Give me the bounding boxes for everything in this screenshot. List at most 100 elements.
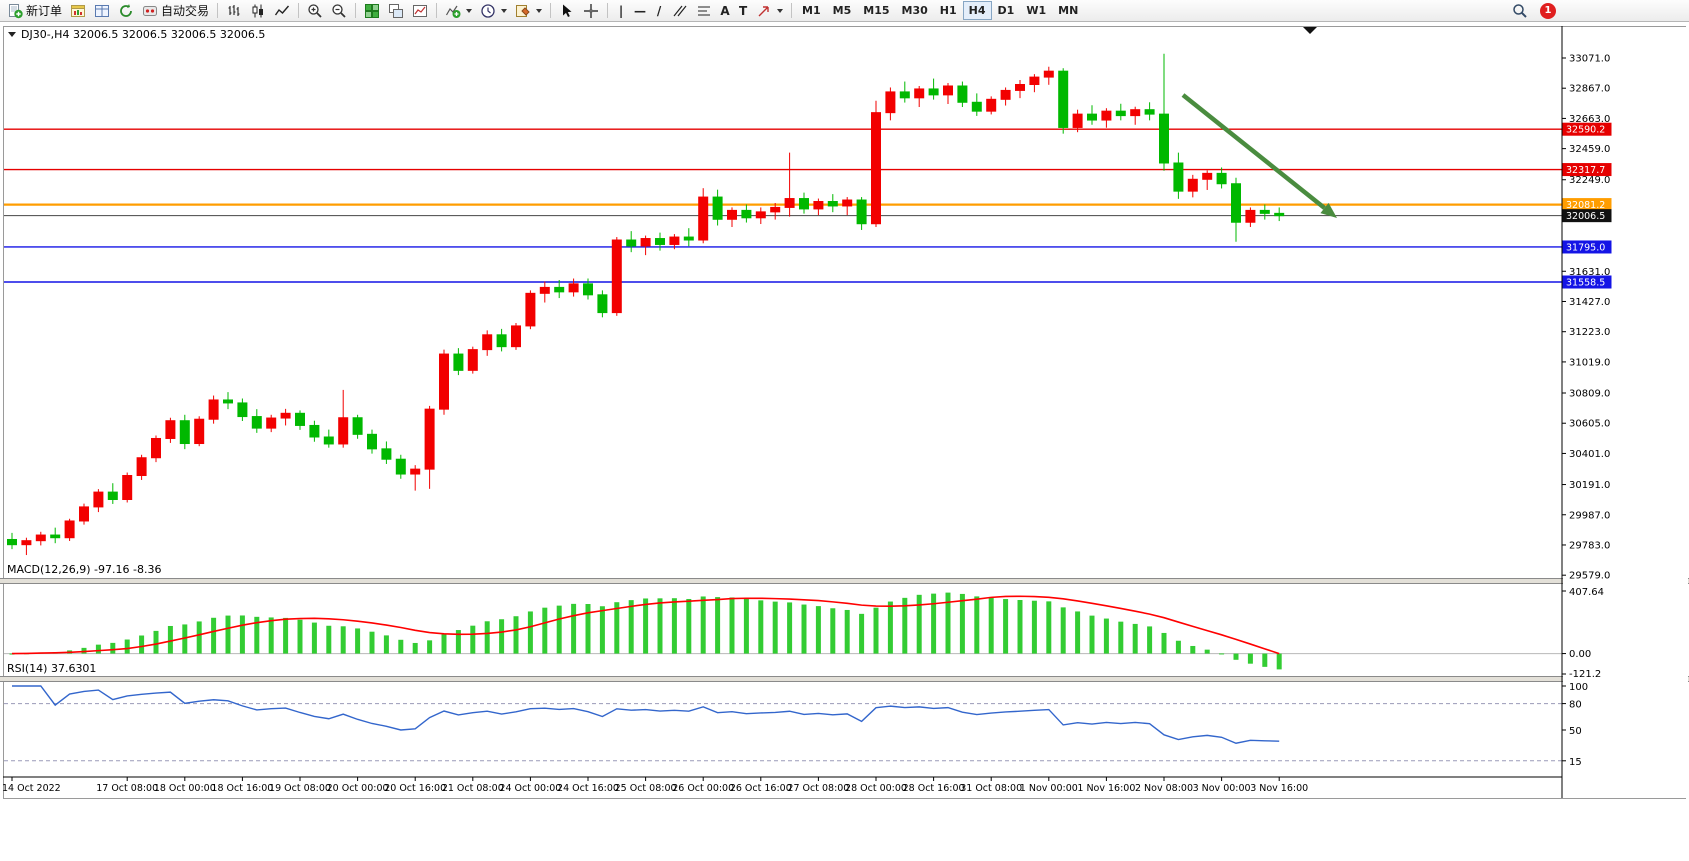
- panel-separator[interactable]: [0, 578, 1689, 584]
- svg-text:30191.0: 30191.0: [1569, 480, 1610, 491]
- macd-signal-line: [11, 595, 1280, 655]
- search-icon: [1513, 3, 1527, 18]
- horizontal-line-tool-button[interactable]: —: [630, 1, 650, 21]
- templates-button[interactable]: [511, 1, 546, 21]
- autotrade-button[interactable]: 自动交易: [138, 1, 213, 21]
- svg-text:28 Oct 00:00: 28 Oct 00:00: [845, 783, 907, 794]
- chart-shift-marker-icon[interactable]: [1303, 27, 1317, 34]
- timeframe-w1-button[interactable]: W1: [1020, 1, 1052, 20]
- svg-text:26 Oct 16:00: 26 Oct 16:00: [730, 783, 792, 794]
- search-button[interactable]: [1508, 1, 1532, 21]
- chart-canvas[interactable]: 33071.0 32867.0 32663.0 32459.0 32249.0 31631…: [0, 22, 1689, 861]
- cascade-windows-button[interactable]: [384, 1, 408, 21]
- template-icon: [516, 4, 530, 17]
- svg-text:32317.7: 32317.7: [1566, 165, 1605, 176]
- fibonacci-icon: [698, 5, 711, 16]
- dropdown-caret-icon: [536, 8, 543, 13]
- bar-chart-type-button[interactable]: [222, 1, 246, 21]
- dropdown-caret-icon: [501, 8, 508, 13]
- svg-text:31631.0: 31631.0: [1569, 267, 1610, 278]
- channel-icon: [673, 5, 687, 16]
- trend-arrow-annotation[interactable]: [1181, 93, 1337, 218]
- refresh-button[interactable]: [114, 1, 138, 21]
- chart-window-icon: [71, 4, 86, 17]
- svg-text:29987.0: 29987.0: [1569, 510, 1610, 521]
- svg-text:30605.0: 30605.0: [1569, 419, 1610, 430]
- timeframe-d1-button[interactable]: D1: [992, 1, 1021, 20]
- indicators-icon: [446, 5, 461, 18]
- svg-text:100: 100: [1569, 682, 1588, 693]
- crosshair-tool-button[interactable]: [579, 1, 603, 21]
- svg-text:32081.2: 32081.2: [1566, 200, 1605, 211]
- charts-window-button[interactable]: [66, 1, 90, 21]
- svg-text:32459.0: 32459.0: [1569, 144, 1610, 155]
- text-tool-button[interactable]: A: [716, 1, 734, 21]
- svg-text:1 Nov 16:00: 1 Nov 16:00: [1077, 783, 1135, 794]
- zoom-in-button[interactable]: [303, 1, 327, 21]
- chart-shift-button[interactable]: [408, 1, 432, 21]
- timeframe-m1-button[interactable]: M1: [796, 1, 827, 20]
- svg-text:32006.5: 32006.5: [1566, 211, 1605, 222]
- autotrade-icon: [143, 5, 158, 16]
- data-window-button[interactable]: [90, 1, 114, 21]
- candlestick-type-button[interactable]: [246, 1, 270, 21]
- vertical-line-icon: |: [618, 3, 624, 18]
- notification-badge[interactable]: 1: [1540, 2, 1556, 19]
- chart-context-caret-icon: [8, 32, 16, 37]
- panel-separator[interactable]: [0, 676, 1689, 682]
- timeframe-m15-button[interactable]: M15: [857, 1, 895, 20]
- svg-text:30809.0: 30809.0: [1569, 389, 1610, 400]
- cursor-tool-button[interactable]: [555, 1, 579, 21]
- fibonacci-tool-button[interactable]: [692, 1, 716, 21]
- channel-tool-button[interactable]: [668, 1, 692, 21]
- timeframe-h1-button[interactable]: H1: [934, 1, 963, 20]
- refresh-icon: [120, 3, 132, 17]
- svg-text:17 Oct 08:00: 17 Oct 08:00: [96, 783, 158, 794]
- svg-text:31 Oct 08:00: 31 Oct 08:00: [960, 783, 1022, 794]
- svg-text:50: 50: [1569, 726, 1582, 737]
- zoom-in-icon: [308, 3, 322, 18]
- indicators-button[interactable]: [441, 1, 476, 21]
- horizontal-level-lines[interactable]: [4, 128, 1562, 283]
- toolbar-separator: [217, 3, 219, 18]
- dropdown-caret-icon: [777, 8, 784, 13]
- tile-windows-button[interactable]: [360, 1, 384, 21]
- chart-window[interactable]: 33071.0 32867.0 32663.0 32459.0 32249.0 31631…: [0, 22, 1689, 861]
- line-chart-icon: [274, 5, 290, 15]
- symbol-ohlc-text: DJ30-,H4 32006.5 32006.5 32006.5 32006.5: [21, 28, 266, 41]
- arrow-tool-icon: [758, 5, 769, 16]
- dropdown-caret-icon: [466, 8, 473, 13]
- price-axis[interactable]: 33071.0 32867.0 32663.0 32459.0 32249.0 31631…: [1561, 26, 1688, 798]
- new-order-button[interactable]: 新订单: [3, 1, 66, 21]
- trendline-tool-button[interactable]: /: [650, 1, 668, 21]
- timeframe-m5-button[interactable]: M5: [827, 1, 858, 20]
- main-toolbar: 新订单 自动交易: [0, 0, 1689, 22]
- tile-windows-icon: [365, 3, 380, 18]
- timeframe-h4-button[interactable]: H4: [962, 1, 992, 20]
- data-window-icon: [95, 4, 110, 17]
- toolbar-separator: [436, 3, 438, 18]
- svg-text:32867.0: 32867.0: [1569, 84, 1610, 95]
- cascade-windows-icon: [389, 3, 404, 18]
- toolbar-right-group: 1: [1508, 1, 1556, 21]
- svg-text:407.64: 407.64: [1569, 587, 1604, 598]
- rsi-line: [12, 685, 1280, 744]
- svg-text:2 Nov 08:00: 2 Nov 08:00: [1135, 783, 1193, 794]
- svg-text:33071.0: 33071.0: [1569, 53, 1610, 64]
- svg-text:15: 15: [1569, 757, 1582, 768]
- periods-button[interactable]: [476, 1, 511, 21]
- zoom-out-icon: [332, 3, 346, 18]
- label-tool-button[interactable]: T: [734, 1, 752, 21]
- svg-text:30401.0: 30401.0: [1569, 449, 1610, 460]
- arrows-tool-button[interactable]: [752, 1, 787, 21]
- timeframe-mn-button[interactable]: MN: [1052, 1, 1084, 20]
- svg-text:29783.0: 29783.0: [1569, 540, 1610, 551]
- zoom-out-button[interactable]: [327, 1, 351, 21]
- macd-indicator-label: MACD(12,26,9) -97.16 -8.36: [7, 563, 162, 576]
- autotrade-label: 自动交易: [161, 4, 210, 18]
- vertical-line-tool-button[interactable]: |: [612, 1, 630, 21]
- timeframe-m30-button[interactable]: M30: [896, 1, 934, 20]
- line-chart-type-button[interactable]: [270, 1, 294, 21]
- svg-text:32663.0: 32663.0: [1569, 114, 1610, 125]
